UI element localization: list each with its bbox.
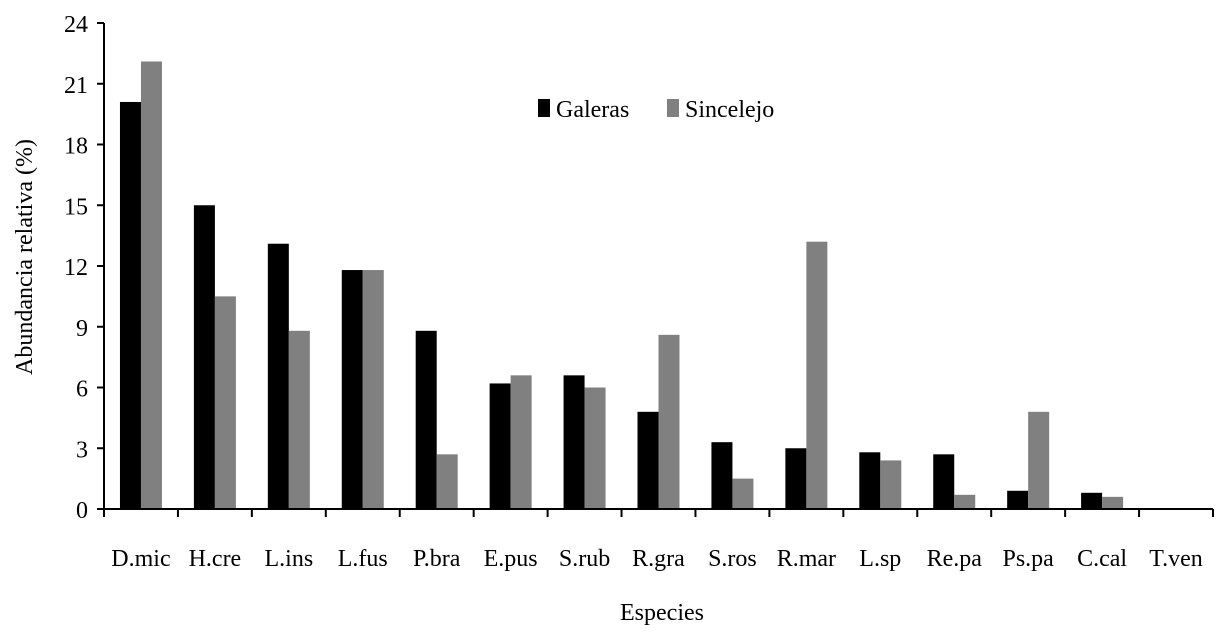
x-tick-label: Ps.pa (1002, 546, 1054, 572)
bar-galeras-repa (933, 454, 955, 509)
bar-galeras-pspa (1007, 490, 1029, 509)
x-tick-label: S.ros (708, 546, 757, 572)
bar-galeras-pbra (415, 330, 437, 509)
y-tick-label: 12 (64, 255, 88, 281)
x-axis-label: Especies (620, 600, 704, 626)
x-tick-label: T.ven (1149, 546, 1203, 572)
bar-sincelejo-pspa (1028, 411, 1050, 509)
bar-sincelejo-srub (584, 387, 606, 509)
x-tick-label: L.ins (264, 546, 313, 572)
x-tick-label: H.cre (189, 546, 242, 572)
x-tick-label: R.mar (777, 546, 836, 572)
y-tick-label: 3 (76, 437, 88, 463)
x-axis-ticks: D.mic H.cre L.ins L.fus P.bra E.pus S.rub R.gra… (103, 509, 1214, 572)
x-tick-label: Re.pa (927, 546, 983, 572)
x-tick-label: C.cal (1077, 546, 1127, 572)
y-tick-label: 18 (64, 134, 88, 160)
bars (119, 61, 1124, 509)
bar-galeras-lins (267, 243, 289, 509)
y-tick-label: 9 (76, 316, 88, 342)
bar-sincelejo-repa (954, 494, 976, 509)
y-tick-label: 15 (64, 194, 88, 220)
x-tick-label: D.mic (111, 546, 170, 572)
bar-galeras-ccal (1081, 492, 1103, 509)
bar-galeras-rmar (785, 448, 807, 509)
y-tick-label: 21 (64, 73, 88, 99)
bar-galeras-lsp (859, 452, 881, 509)
bar-sincelejo-rgra (658, 334, 680, 509)
x-tick-label: P.bra (413, 546, 461, 572)
y-axis-label: Abundancia relativa (%) (12, 139, 38, 375)
x-tick-label: E.pus (484, 546, 538, 572)
legend-label-galeras: Galeras (556, 97, 629, 123)
bar-galeras-hcre (193, 205, 215, 509)
legend-label-sincelejo: Sincelejo (685, 97, 774, 123)
bar-sincelejo-lsp (880, 460, 902, 509)
legend-swatch-galeras (538, 99, 550, 117)
bar-galeras-srub (563, 375, 585, 509)
bar-sincelejo-pbra (436, 454, 458, 509)
bar-sincelejo-epus (510, 375, 532, 509)
y-tick-label: 6 (76, 377, 88, 403)
y-axis-ticks: 0 3 6 9 12 15 18 21 24 (64, 12, 104, 524)
x-tick-label: R.gra (632, 546, 685, 572)
legend-swatch-sincelejo (667, 99, 679, 117)
bar-sincelejo-ccal (1102, 496, 1124, 509)
x-tick-label: S.rub (559, 546, 610, 572)
bar-sincelejo-sros (732, 478, 754, 509)
y-tick-label: 0 (76, 498, 88, 524)
bar-sincelejo-hcre (214, 296, 236, 509)
bar-sincelejo-rmar (806, 241, 828, 509)
bar-sincelejo-lfus (362, 270, 384, 509)
x-tick-label: L.sp (859, 546, 901, 572)
y-tick-label: 24 (64, 12, 88, 38)
bar-galeras-sros (711, 442, 733, 509)
x-tick-label: L.fus (338, 546, 388, 572)
bar-sincelejo-lins (288, 330, 310, 509)
bar-galeras-dmic (119, 101, 141, 509)
bar-galeras-epus (489, 383, 511, 509)
legend: Galeras Sincelejo (538, 97, 774, 123)
bar-galeras-lfus (341, 270, 363, 509)
bar-galeras-rgra (637, 411, 659, 509)
bar-sincelejo-dmic (140, 61, 162, 509)
